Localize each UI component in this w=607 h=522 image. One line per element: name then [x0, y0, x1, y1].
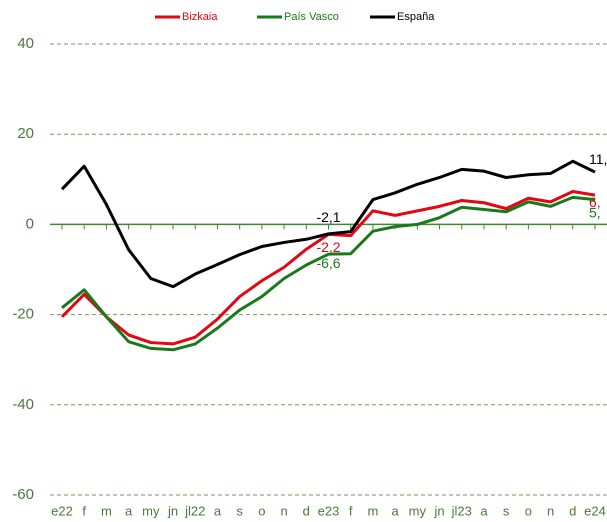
x-tick-label: o — [525, 503, 532, 518]
x-tick-label: jl22 — [184, 503, 205, 518]
series-line — [60, 159, 596, 289]
x-tick-label: jn — [167, 503, 178, 518]
data-label: 6, — [589, 194, 601, 210]
x-tick-label: a — [214, 503, 222, 518]
data-label: -6,6 — [316, 255, 340, 271]
x-tick-label: e23 — [318, 503, 340, 518]
x-tick-label: e24 — [584, 503, 606, 518]
x-tick-label: f — [82, 503, 86, 518]
x-tick-label: n — [280, 503, 287, 518]
x-tick-label: a — [480, 503, 488, 518]
x-tick-label: s — [503, 503, 510, 518]
x-tick-label: o — [258, 503, 265, 518]
x-tick-label: e22 — [51, 503, 73, 518]
x-tick-label: s — [236, 503, 243, 518]
y-tick-label: -60 — [12, 486, 34, 503]
x-tick-label: m — [101, 503, 112, 518]
y-tick-label: -20 — [12, 306, 34, 323]
x-tick-label: my — [409, 503, 427, 518]
x-tick-label: jl23 — [451, 503, 472, 518]
x-tick-label: d — [569, 503, 576, 518]
y-tick-label: 0 — [26, 215, 34, 232]
legend-label: País Vasco — [284, 11, 339, 23]
x-tick-label: my — [142, 503, 160, 518]
data-label: -2,2 — [316, 239, 340, 255]
x-tick-label: m — [367, 503, 378, 518]
y-tick-label: 20 — [17, 125, 34, 142]
x-tick-label: jn — [433, 503, 444, 518]
x-tick-label: d — [303, 503, 310, 518]
x-tick-label: f — [349, 503, 353, 518]
data-label: -2,1 — [316, 209, 340, 225]
data-label: 5, — [589, 204, 601, 220]
legend-label: Bizkaia — [182, 11, 218, 23]
series-line — [61, 195, 596, 352]
legend-label: España — [397, 11, 435, 23]
data-label: 11, — [589, 151, 607, 167]
x-tick-label: a — [392, 503, 400, 518]
y-tick-label: 40 — [17, 35, 34, 52]
x-tick-label: a — [125, 503, 133, 518]
y-tick-label: -40 — [12, 396, 34, 413]
x-tick-label: n — [547, 503, 554, 518]
